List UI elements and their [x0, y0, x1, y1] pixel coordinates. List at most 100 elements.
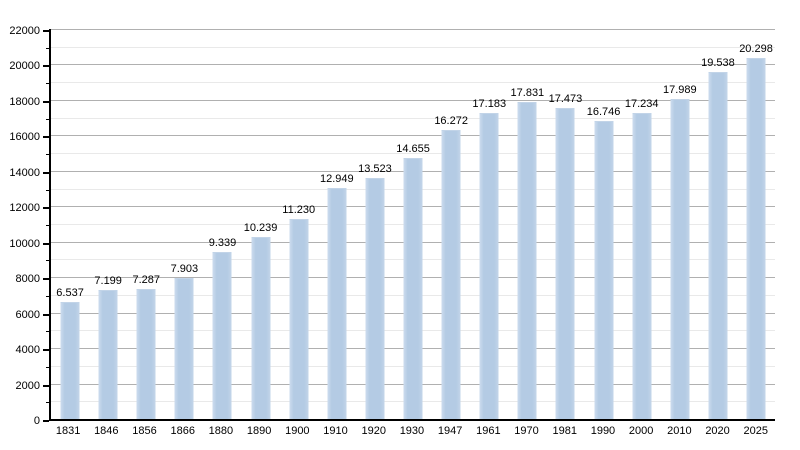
- bar-slot: 19.538: [699, 29, 737, 419]
- y-axis-minor-tick: [46, 154, 49, 156]
- x-tick-label: 1930: [399, 425, 425, 437]
- x-tick-label: 1831: [55, 425, 81, 437]
- bar-value-label: 19.538: [701, 56, 735, 69]
- bar: [327, 188, 347, 419]
- bar-slot: 17.831: [508, 29, 546, 419]
- bar: [136, 288, 156, 419]
- x-tick-label: 1900: [285, 425, 310, 437]
- y-tick-label: 12000: [9, 202, 40, 215]
- y-axis-tick: [43, 136, 49, 139]
- bar-value-label: 10.239: [243, 221, 278, 234]
- bar-value-label: 17.234: [624, 97, 659, 110]
- plot-area: 6.537 7.199 7.287 7.903 9.339 10.239 11.230 12.…: [49, 29, 775, 421]
- y-axis-tick: [43, 349, 49, 352]
- y-tick-label: 2000: [15, 379, 40, 392]
- y-axis-tick: [43, 65, 49, 68]
- bar-slot: 9.339: [203, 29, 241, 419]
- bar-slot: 17.234: [623, 29, 661, 419]
- y-tick-label: 14000: [9, 166, 40, 179]
- bar: [98, 290, 118, 419]
- x-tick-label: 2025: [743, 425, 768, 437]
- bar: [174, 277, 194, 419]
- y-axis-minor-tick: [46, 402, 49, 404]
- gridline-major: [51, 29, 775, 30]
- bar-value-label: 11.230: [282, 203, 316, 216]
- x-tick-label: 1981: [552, 425, 577, 437]
- y-axis-minor-tick: [46, 366, 49, 368]
- gridline-minor: [51, 117, 775, 119]
- x-tick-label: 1990: [590, 425, 616, 437]
- bar-value-label: 6.537: [56, 287, 84, 300]
- y-axis-tick: [43, 207, 49, 210]
- x-tick-label: 2010: [667, 425, 692, 437]
- x-tick-label: 1910: [323, 425, 348, 437]
- y-tick-label: 4000: [15, 344, 40, 357]
- bar-value-label: 9.339: [208, 237, 237, 250]
- bar: [479, 113, 499, 419]
- bar: [441, 129, 461, 419]
- x-tick-label: 1846: [94, 425, 119, 437]
- bar-slot: 13.523: [356, 29, 394, 419]
- y-axis-minor-tick: [46, 260, 49, 262]
- bar-value-label: 17.473: [548, 93, 583, 106]
- y-tick-label: 8000: [15, 273, 40, 286]
- bar-slot: 7.199: [89, 29, 127, 419]
- y-axis-minor-tick: [46, 331, 49, 333]
- gridline-major: [51, 64, 775, 66]
- y-axis-tick: [43, 171, 49, 174]
- bar-value-label: 14.655: [396, 143, 430, 156]
- bar-slot: 20.298: [737, 29, 775, 419]
- gridline-major: [51, 135, 775, 137]
- y-axis-tick: [43, 242, 49, 245]
- y-tick-label: 22000: [9, 25, 40, 37]
- y-axis-minor-tick: [46, 118, 49, 120]
- gridline-major: [51, 99, 775, 101]
- y-axis-minor-tick: [46, 83, 49, 85]
- y-tick-label: 6000: [15, 308, 40, 321]
- gridline-minor: [51, 153, 775, 155]
- y-axis-minor-tick: [46, 47, 49, 49]
- bar-slot: 11.230: [280, 29, 318, 419]
- bar: [365, 178, 385, 419]
- bars: 6.537 7.199 7.287 7.903 9.339 10.239 11.230 12.…: [51, 29, 775, 419]
- x-tick-label: 1866: [170, 425, 195, 437]
- bar: [555, 108, 575, 419]
- y-axis-minor-tick: [46, 189, 49, 191]
- bar-value-label: 7.903: [170, 262, 199, 275]
- bar: [251, 236, 271, 419]
- bar: [403, 158, 423, 419]
- bar-slot: 17.989: [661, 29, 699, 419]
- x-tick-label: 2020: [705, 425, 730, 437]
- y-axis-tick: [43, 384, 49, 387]
- bar-value-label: 13.523: [358, 163, 392, 176]
- bar-slot: 17.473: [546, 29, 584, 419]
- y-axis-tick: [43, 313, 49, 316]
- bar-value-label: 7.287: [132, 273, 161, 286]
- bar-value-label: 12.949: [319, 173, 354, 186]
- y-axis-tick: [43, 420, 49, 422]
- x-tick-label: 1970: [514, 425, 539, 437]
- bar-slot: 14.655: [394, 29, 432, 419]
- bar-slot: 17.183: [470, 29, 508, 419]
- gridline-minor: [51, 46, 775, 48]
- bar-value-label: 20.298: [739, 43, 773, 56]
- y-axis-minor-tick: [46, 225, 49, 226]
- bar-value-label: 17.831: [510, 86, 545, 99]
- bar-value-label: 16.746: [586, 106, 621, 119]
- bar-slot: 10.239: [242, 29, 280, 419]
- bar-value-label: 17.183: [472, 98, 507, 111]
- y-axis-tick: [43, 30, 49, 32]
- bar-slot: 7.287: [127, 29, 165, 419]
- x-tick-label: 1880: [208, 425, 234, 437]
- y-tick-label: 18000: [9, 95, 40, 108]
- bar-slot: 12.949: [318, 29, 356, 419]
- x-tick-label: 1890: [246, 425, 272, 437]
- x-tick-label: 1947: [437, 425, 463, 437]
- bar: [670, 99, 690, 419]
- bar-slot: 16.746: [585, 29, 623, 419]
- y-axis-tick: [43, 100, 49, 103]
- y-tick-label: 16000: [9, 131, 40, 144]
- bar-value-label: 17.989: [662, 84, 697, 97]
- x-axis-labels: 1831 1846 1856 1866 1880 1890 1900 1910 1920 1930…: [49, 425, 775, 438]
